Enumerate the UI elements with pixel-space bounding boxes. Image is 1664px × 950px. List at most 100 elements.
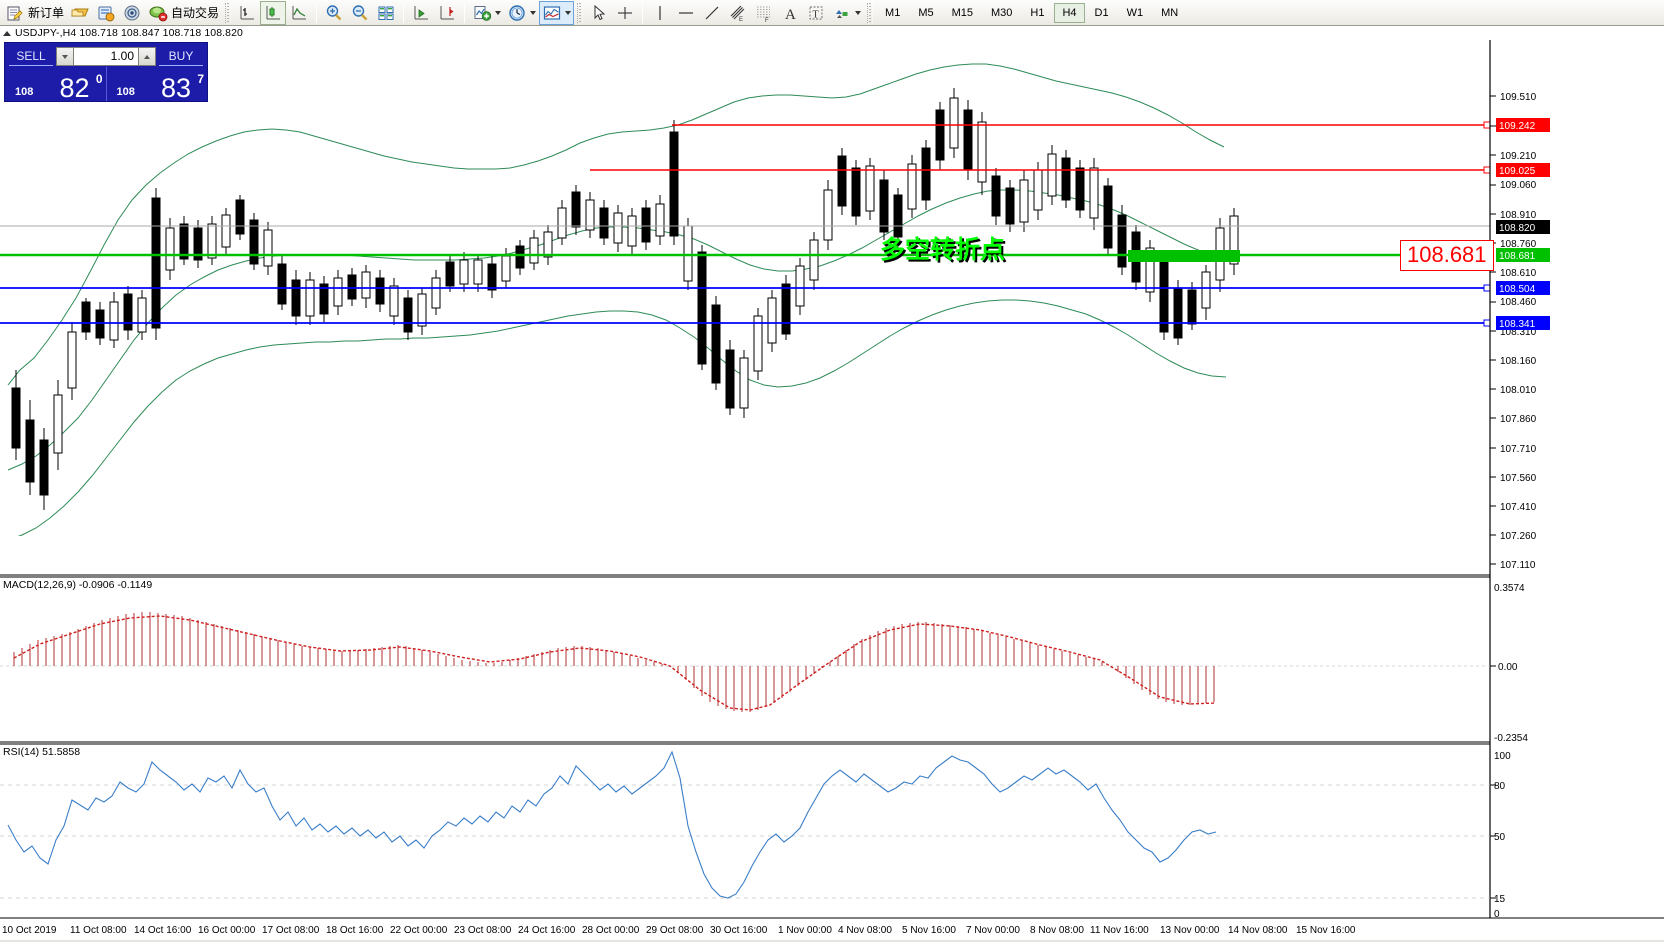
vertical-line-icon — [650, 3, 670, 23]
timeframe-m30[interactable]: M30 — [991, 6, 1013, 19]
chart-canvas[interactable]: 109.510 109.360 109.210 109.060 108.910 … — [0, 40, 1664, 950]
buy-price-big: 83 — [160, 73, 191, 103]
volume-increase-button[interactable] — [138, 47, 156, 66]
bar-chart-button[interactable] — [234, 1, 260, 25]
horizontal-level-lines[interactable] — [0, 121, 1491, 327]
rsi-line — [7, 750, 1217, 899]
chart-annotation-text[interactable]: 多空转折点 — [880, 236, 1006, 264]
shapes-button[interactable] — [829, 1, 864, 25]
price-tick-4: 108.910 — [1500, 210, 1537, 221]
timeframe-h1[interactable]: H1 — [1030, 6, 1045, 19]
chart-shift-button[interactable] — [434, 1, 460, 25]
tile-windows-button[interactable] — [373, 1, 399, 25]
pivot-price-callout[interactable]: 108.681 — [1400, 240, 1494, 271]
time-tick-19: 14 Nov 08:00 — [1228, 925, 1288, 936]
timeframe-m15[interactable]: M15 — [951, 6, 973, 19]
rsi-tick-50: 50 — [1494, 832, 1506, 843]
rsi-indicator-label[interactable]: RSI(14) 51.5858 — [3, 746, 81, 758]
time-tick-16: 8 Nov 08:00 — [1030, 925, 1084, 936]
price-tick-16: 107.110 — [1500, 560, 1536, 571]
macd-signal-line — [13, 615, 1216, 711]
period-button[interactable] — [504, 1, 539, 25]
equidistant-channel-button[interactable]: E — [725, 1, 751, 25]
new-order-label: 新订单 — [28, 6, 65, 20]
indicators-icon — [472, 3, 492, 23]
market-watch-button[interactable] — [119, 1, 145, 25]
line-chart-button[interactable] — [286, 1, 312, 25]
zoom-in-button[interactable] — [321, 1, 347, 25]
one-click-trading-panel[interactable]: SELL 1.00 BUY 108 82 0 108 83 7 — [4, 42, 208, 102]
svg-text:A: A — [785, 7, 796, 23]
rsi-axis: 100 80 50 15 0 — [1494, 751, 1511, 920]
bollinger-upper-band — [7, 63, 1225, 386]
macd-histogram — [13, 612, 1215, 712]
scroll-end-button[interactable] — [408, 1, 434, 25]
bar-chart-icon — [237, 3, 257, 23]
timeframe-d1[interactable]: D1 — [1094, 6, 1109, 19]
autotrading-button[interactable]: 自动交易 — [145, 1, 222, 25]
folder-icon — [70, 3, 90, 23]
rsi-panel — [0, 750, 1490, 899]
one-click-trading-prices: 108 82 0 108 83 7 — [5, 67, 208, 103]
timeframe-mn[interactable]: MN — [1161, 6, 1179, 19]
templates-caret-icon[interactable] — [565, 10, 572, 15]
buy-price[interactable]: 108 83 7 — [107, 67, 208, 103]
timeframe-h4[interactable]: H4 — [1054, 2, 1085, 23]
volume-stepper[interactable]: 1.00 — [56, 47, 156, 66]
indicators-caret-icon[interactable] — [495, 10, 502, 15]
macd-tick-top: 0.3574 — [1494, 583, 1525, 594]
horizontal-line-button[interactable] — [673, 1, 699, 25]
toolbar-grip-2[interactable] — [577, 2, 584, 23]
volume-input[interactable]: 1.00 — [74, 47, 138, 66]
time-tick-9: 28 Oct 00:00 — [582, 925, 640, 936]
time-tick-20: 15 Nov 16:00 — [1296, 925, 1356, 936]
text-label-button[interactable]: T — [803, 1, 829, 25]
profiles-button[interactable] — [93, 1, 119, 25]
crosshair-button[interactable] — [612, 1, 638, 25]
vertical-line-button[interactable] — [647, 1, 673, 25]
scroll-end-icon — [411, 3, 431, 23]
price-tick-8: 108.310 — [1500, 327, 1537, 338]
zoom-out-button[interactable] — [347, 1, 373, 25]
toolbar-separator-4 — [642, 2, 644, 23]
market-watch-icon — [122, 3, 142, 23]
chart-area[interactable]: 109.510 109.360 109.210 109.060 108.910 … — [0, 40, 1664, 950]
collapse-triangle-icon[interactable] — [3, 30, 11, 36]
volume-decrease-button[interactable] — [56, 47, 74, 66]
indicators-button[interactable] — [469, 1, 504, 25]
templates-button[interactable] — [539, 0, 575, 25]
candlestick-chart-button[interactable] — [260, 0, 287, 25]
folder-button[interactable] — [67, 1, 93, 25]
time-axis[interactable]: 10 Oct 2019 11 Oct 08:00 14 Oct 16:00 16… — [2, 925, 1356, 936]
templates-icon — [542, 3, 562, 23]
trendline-button[interactable] — [699, 1, 725, 25]
new-order-button[interactable]: 新订单 — [2, 1, 67, 25]
equidistant-channel-icon: E — [728, 3, 748, 23]
text-button[interactable]: A — [777, 1, 803, 25]
timeframe-w1[interactable]: W1 — [1126, 6, 1144, 19]
macd-indicator-label[interactable]: MACD(12,26,9) -0.0906 -0.1149 — [3, 579, 153, 591]
timeframe-m1[interactable]: M1 — [885, 6, 901, 19]
fibonacci-button[interactable]: F — [751, 1, 777, 25]
cursor-button[interactable] — [586, 1, 612, 25]
buy-button[interactable]: BUY — [159, 47, 203, 66]
period-caret-icon[interactable] — [530, 10, 537, 15]
toolbar-separator-2 — [403, 2, 405, 23]
horizontal-line-icon — [676, 3, 696, 23]
time-tick-14: 5 Nov 16:00 — [902, 925, 956, 936]
clock-icon — [507, 3, 527, 23]
sell-price[interactable]: 108 82 0 — [5, 67, 107, 102]
text-icon: A — [780, 3, 800, 23]
timeframe-m5[interactable]: M5 — [918, 6, 934, 19]
rsi-tick-100: 100 — [1494, 751, 1511, 762]
toolbar-grip-3[interactable] — [867, 2, 874, 23]
sell-button[interactable]: SELL — [9, 47, 53, 66]
price-tag-108504: 108.504 — [1499, 284, 1536, 295]
shapes-caret-icon[interactable] — [855, 10, 862, 15]
crosshair-icon — [615, 3, 635, 23]
time-tick-0: 10 Oct 2019 — [2, 925, 57, 936]
zoom-out-icon — [350, 3, 370, 23]
toolbar-grip-1[interactable] — [225, 2, 232, 23]
price-scale-tags[interactable]: 109.242 109.025 108.820 108.681 108.504 … — [1496, 118, 1550, 330]
